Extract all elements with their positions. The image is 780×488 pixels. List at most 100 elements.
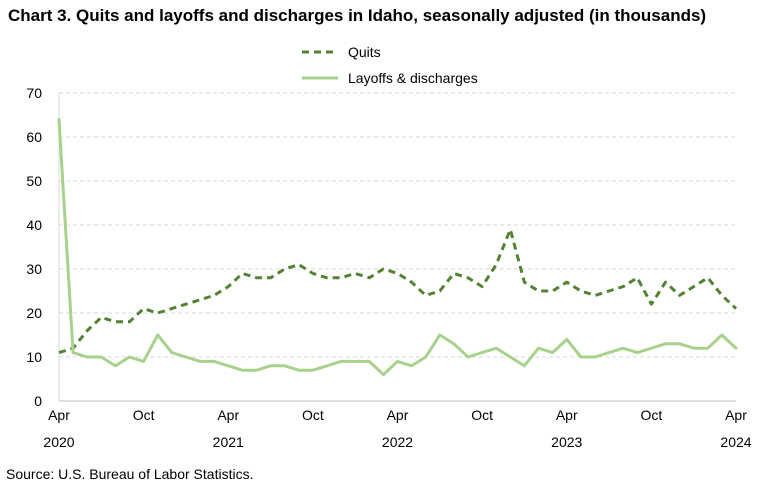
y-tick-label-40: 40 <box>26 217 42 233</box>
series-line-layoffs-discharges <box>57 117 738 377</box>
x-tick-month-6: Oct <box>133 407 155 423</box>
data-point-layoffs-discharges-2024-04 <box>735 347 738 350</box>
data-point-layoffs-discharges-2023-06 <box>593 356 596 359</box>
data-point-layoffs-discharges-2020-06 <box>86 356 89 359</box>
data-point-quits-2022-04 <box>396 272 399 275</box>
data-point-quits-2020-10 <box>142 307 145 310</box>
data-point-quits-2022-09 <box>467 276 470 279</box>
data-point-layoffs-discharges-2022-06 <box>424 356 427 359</box>
data-point-quits-2021-03 <box>213 294 216 297</box>
data-point-quits-2022-10 <box>481 285 484 288</box>
data-point-quits-2020-12 <box>170 307 173 310</box>
data-point-quits-2021-02 <box>199 298 202 301</box>
data-point-layoffs-discharges-2021-09 <box>297 369 300 372</box>
data-point-quits-2020-08 <box>114 320 117 323</box>
data-point-layoffs-discharges-2023-09 <box>636 351 639 354</box>
data-point-layoffs-discharges-2020-05 <box>72 351 75 354</box>
data-point-quits-2023-06 <box>593 294 596 297</box>
data-point-layoffs-discharges-2023-12 <box>678 342 681 345</box>
data-point-layoffs-discharges-2022-12 <box>509 356 512 359</box>
x-tick-month-24: Apr <box>387 407 409 423</box>
data-point-layoffs-discharges-2022-05 <box>410 364 413 367</box>
data-point-layoffs-discharges-2021-02 <box>199 360 202 363</box>
data-point-layoffs-discharges-2024-03 <box>720 334 723 337</box>
x-tick-month-36: Apr <box>556 407 578 423</box>
legend-label-quits: Quits <box>348 44 381 60</box>
data-point-layoffs-discharges-2022-10 <box>481 351 484 354</box>
y-tick-label-20: 20 <box>26 305 42 321</box>
y-tick-label-60: 60 <box>26 129 42 145</box>
data-point-layoffs-discharges-2021-06 <box>255 369 258 372</box>
data-point-quits-2020-04 <box>58 351 61 354</box>
data-point-quits-2020-09 <box>128 320 131 323</box>
series-line-quits <box>58 227 738 355</box>
data-point-layoffs-discharges-2022-08 <box>452 342 455 345</box>
data-point-quits-2023-08 <box>622 285 625 288</box>
data-point-quits-2024-03 <box>720 294 723 297</box>
x-tick-year-2023: 2023 <box>551 434 582 450</box>
data-point-layoffs-discharges-2023-07 <box>608 351 611 354</box>
axes <box>58 93 736 402</box>
data-point-quits-2024-02 <box>706 276 709 279</box>
data-point-quits-2021-10 <box>311 272 314 275</box>
gridlines <box>59 92 736 358</box>
data-point-layoffs-discharges-2021-01 <box>184 356 187 359</box>
data-point-layoffs-discharges-2022-11 <box>495 347 498 350</box>
data-point-quits-2023-09 <box>636 276 639 279</box>
data-point-layoffs-discharges-2023-08 <box>622 347 625 350</box>
y-tick-label-30: 30 <box>26 261 42 277</box>
data-point-layoffs-discharges-2020-04 <box>58 118 61 121</box>
data-point-layoffs-discharges-2023-03 <box>551 351 554 354</box>
x-tick-month-18: Oct <box>302 407 324 423</box>
data-point-layoffs-discharges-2021-11 <box>325 364 328 367</box>
data-point-quits-2021-05 <box>241 272 244 275</box>
data-point-layoffs-discharges-2023-02 <box>537 347 540 350</box>
chart-title: Chart 3. Quits and layoffs and discharge… <box>8 6 707 25</box>
data-point-quits-2024-04 <box>735 307 738 310</box>
x-tick-month-30: Oct <box>471 407 493 423</box>
data-point-quits-2023-03 <box>551 290 554 293</box>
data-point-layoffs-discharges-2021-04 <box>227 364 230 367</box>
data-point-layoffs-discharges-2022-03 <box>382 373 385 376</box>
data-point-layoffs-discharges-2020-09 <box>128 356 131 359</box>
data-point-quits-2023-07 <box>608 290 611 293</box>
data-point-quits-2020-06 <box>86 329 89 332</box>
data-point-quits-2021-04 <box>227 285 230 288</box>
data-point-layoffs-discharges-2023-10 <box>650 347 653 350</box>
data-point-layoffs-discharges-2024-02 <box>706 347 709 350</box>
data-point-quits-2022-02 <box>368 276 371 279</box>
data-point-quits-2022-06 <box>424 294 427 297</box>
data-point-layoffs-discharges-2022-07 <box>438 334 441 337</box>
data-point-quits-2020-11 <box>156 312 159 315</box>
data-point-quits-2022-01 <box>354 272 357 275</box>
data-point-layoffs-discharges-2022-04 <box>396 360 399 363</box>
x-tick-month-48: Apr <box>725 407 747 423</box>
x-tick-month-12: Apr <box>217 407 239 423</box>
data-point-layoffs-discharges-2021-05 <box>241 369 244 372</box>
y-tick-label-50: 50 <box>26 173 42 189</box>
data-point-quits-2021-12 <box>340 276 343 279</box>
line-chart: 0 10 20 30 40 50 60 70 Apr 2020 Oct Apr 2021 Oct Apr 2… <box>26 44 751 450</box>
data-point-layoffs-discharges-2022-02 <box>368 360 371 363</box>
data-point-quits-2023-04 <box>565 281 568 284</box>
data-point-quits-2021-09 <box>297 263 300 266</box>
data-point-quits-2023-02 <box>537 290 540 293</box>
data-point-quits-2023-12 <box>678 294 681 297</box>
data-point-layoffs-discharges-2020-11 <box>156 334 159 337</box>
legend: Quits Layoffs & discharges <box>302 44 478 86</box>
data-point-layoffs-discharges-2023-11 <box>664 342 667 345</box>
data-point-layoffs-discharges-2021-03 <box>213 360 216 363</box>
x-tick-month-42: Oct <box>640 407 662 423</box>
data-point-quits-2021-01 <box>184 303 187 306</box>
data-point-quits-2021-08 <box>283 268 286 271</box>
data-point-layoffs-discharges-2022-01 <box>354 360 357 363</box>
y-tick-label-70: 70 <box>26 85 42 101</box>
x-tick-year-2024: 2024 <box>720 434 751 450</box>
y-tick-label-10: 10 <box>26 349 42 365</box>
data-point-layoffs-discharges-2020-10 <box>142 360 145 363</box>
data-point-layoffs-discharges-2021-08 <box>283 364 286 367</box>
data-point-layoffs-discharges-2023-05 <box>579 356 582 359</box>
data-point-quits-2020-07 <box>100 316 103 319</box>
data-point-quits-2023-10 <box>650 303 653 306</box>
data-point-layoffs-discharges-2023-01 <box>523 364 526 367</box>
